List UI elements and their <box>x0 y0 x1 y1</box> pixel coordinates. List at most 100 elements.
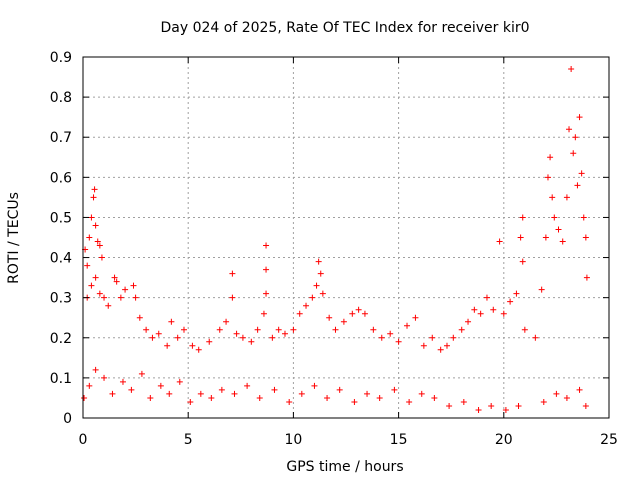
data-point <box>229 270 236 277</box>
data-point <box>519 258 526 265</box>
data-point <box>576 114 583 121</box>
data-point <box>113 278 120 285</box>
data-point <box>544 174 551 181</box>
data-point <box>336 386 343 393</box>
data-point <box>128 386 135 393</box>
data-point <box>566 126 573 133</box>
data-point <box>370 326 377 333</box>
data-point <box>502 406 509 413</box>
data-point <box>248 338 255 345</box>
data-point <box>229 294 236 301</box>
data-point <box>298 390 305 397</box>
data-point <box>443 342 450 349</box>
data-point <box>563 394 570 401</box>
data-point <box>460 398 467 405</box>
data-point <box>542 234 549 241</box>
data-point <box>180 326 187 333</box>
x-tick-label: 10 <box>284 432 302 448</box>
data-point <box>311 382 318 389</box>
data-point <box>239 334 246 341</box>
data-point <box>563 194 570 201</box>
data-point <box>450 334 457 341</box>
data-point <box>176 378 183 385</box>
data-point <box>263 266 270 273</box>
data-point <box>490 306 497 313</box>
data-point <box>404 322 411 329</box>
data-point <box>109 390 116 397</box>
y-tick-label: 0.2 <box>50 331 72 347</box>
data-point <box>517 234 524 241</box>
x-axis-label: GPS time / hours <box>286 459 403 475</box>
data-point <box>553 390 560 397</box>
data-point <box>429 334 436 341</box>
data-point <box>101 374 108 381</box>
data-point <box>477 310 484 317</box>
data-point <box>105 302 112 309</box>
data-point <box>130 282 137 289</box>
data-point <box>286 398 293 405</box>
data-point <box>92 366 99 373</box>
data-point <box>559 238 566 245</box>
data-point <box>515 402 522 409</box>
data-point <box>218 386 225 393</box>
data-point <box>233 330 240 337</box>
data-point <box>244 382 251 389</box>
x-tick-label: 0 <box>79 432 88 448</box>
data-point <box>290 326 297 333</box>
data-point <box>88 282 95 289</box>
data-point <box>90 194 97 201</box>
data-point <box>132 294 139 301</box>
y-tick-label: 0.5 <box>50 210 72 226</box>
y-tick-label: 0.7 <box>50 130 72 146</box>
data-point <box>223 318 230 325</box>
data-point <box>496 238 503 245</box>
data-point <box>208 394 215 401</box>
data-point <box>431 394 438 401</box>
data-point <box>296 310 303 317</box>
data-point <box>324 394 331 401</box>
data-point <box>88 214 95 221</box>
data-point <box>91 186 98 193</box>
y-tick-label: 0.4 <box>50 251 72 267</box>
data-point <box>549 194 556 201</box>
data-point <box>117 294 124 301</box>
data-point <box>254 326 261 333</box>
data-point <box>168 318 175 325</box>
data-point <box>122 286 129 293</box>
data-point <box>101 294 108 301</box>
data-point <box>507 298 514 305</box>
data-point <box>475 406 482 413</box>
data-point <box>555 226 562 233</box>
data-point <box>488 402 495 409</box>
data-point <box>437 346 444 353</box>
data-point <box>582 402 589 409</box>
y-tick-label: 0.6 <box>50 170 72 186</box>
y-axis-label: ROTI / TECUs <box>6 192 22 284</box>
data-point <box>471 306 478 313</box>
data-point <box>309 294 316 301</box>
data-point <box>206 338 213 345</box>
data-point <box>96 242 103 249</box>
data-point <box>149 334 156 341</box>
data-point <box>216 326 223 333</box>
data-point <box>86 234 93 241</box>
data-point <box>92 274 99 281</box>
data-point <box>332 326 339 333</box>
data-point <box>387 330 394 337</box>
data-point <box>326 314 333 321</box>
data-point <box>532 334 539 341</box>
data-point <box>317 270 324 277</box>
x-tick-label: 5 <box>184 432 193 448</box>
data-point <box>538 286 545 293</box>
data-point <box>119 378 126 385</box>
data-point <box>147 394 154 401</box>
data-point <box>395 338 402 345</box>
data-point <box>418 390 425 397</box>
data-point <box>406 398 413 405</box>
y-tick-label: 0.1 <box>50 371 72 387</box>
data-point <box>81 394 88 401</box>
plot-frame <box>82 56 610 419</box>
data-point <box>136 314 143 321</box>
data-point <box>86 382 93 389</box>
data-point <box>364 390 371 397</box>
